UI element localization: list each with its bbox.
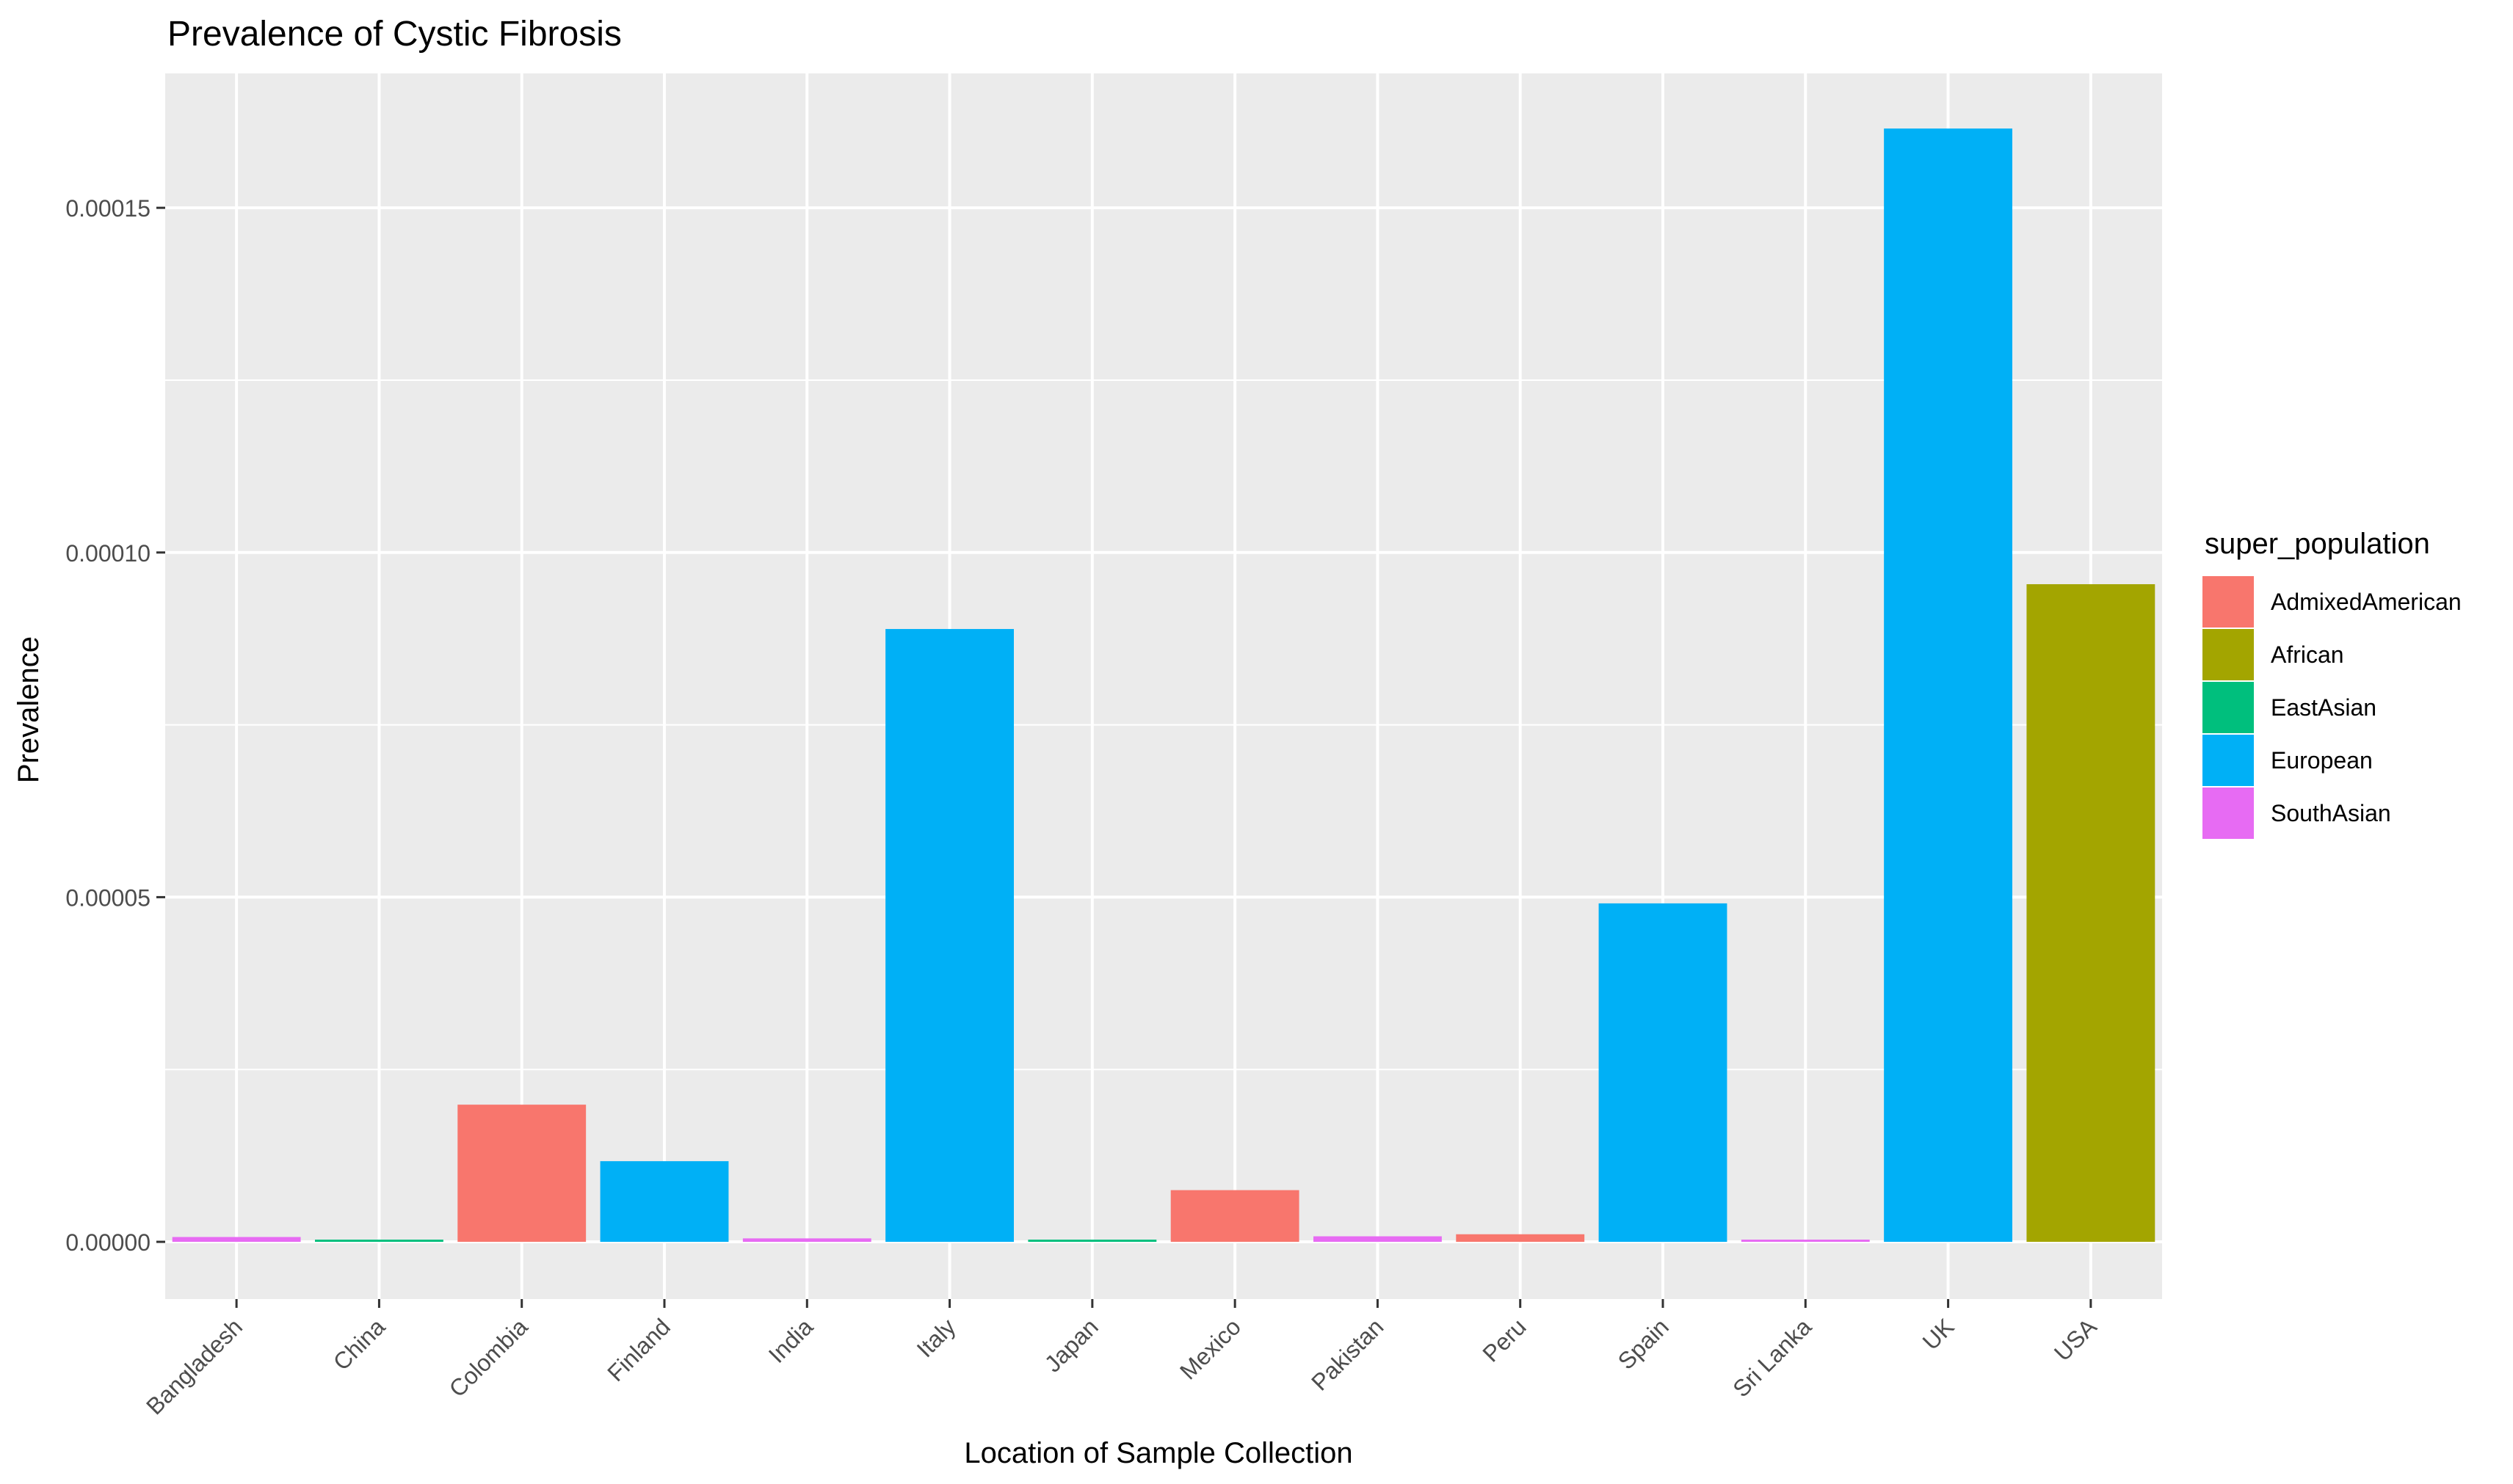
legend-key [2202,629,2254,680]
bar-colombia [457,1105,587,1243]
bar-japan [1028,1240,1157,1243]
y-tick-label: 0.00005 [65,884,151,911]
bar-italy [885,629,1014,1243]
x-tick-label: USA [2049,1313,2102,1366]
legend-key [2202,788,2254,839]
legend-key [2202,735,2254,786]
x-tick-label: Japan [1040,1313,1103,1377]
bar-india [742,1238,871,1243]
bar-china [315,1240,443,1243]
bar-bangladesh [172,1237,301,1243]
legend-label: SouthAsian [2271,800,2391,826]
x-tick-label: Colombia [444,1313,533,1402]
x-tick-label: Finland [602,1313,675,1386]
legend: super_population AdmixedAmerican African Ea… [2202,528,2462,839]
x-tick-label: Bangladesh [141,1313,247,1419]
y-tick-label: 0.00000 [65,1229,151,1256]
legend-label: AdmixedAmerican [2271,589,2462,615]
bars [172,128,2155,1243]
legend-label: European [2271,747,2373,774]
x-tick-label: UK [1918,1313,1959,1355]
bar-mexico [1170,1190,1299,1243]
legend-label: EastAsian [2271,694,2376,721]
x-tick-label: Mexico [1175,1313,1246,1384]
x-tick-label: China [328,1313,391,1375]
bar-usa [2026,583,2155,1243]
bar-sri-lanka [1741,1240,1870,1243]
y-tick-label: 0.00010 [65,540,151,567]
legend-key [2202,576,2254,628]
legend-key [2202,682,2254,733]
x-axis: Bangladesh China Colombia Finland India Italy… [141,1299,2102,1419]
y-axis: 0.00000 0.00005 0.00010 0.00015 [65,195,165,1256]
y-tick-label: 0.00015 [65,195,151,222]
x-tick-label: Italy [912,1313,961,1362]
bar-peru [1456,1234,1585,1243]
bar-spain [1598,903,1727,1243]
legend-label: African [2271,641,2344,668]
bar-finland [600,1161,729,1243]
x-tick-label: India [764,1313,819,1368]
y-axis-title: Prevalence [12,636,45,783]
x-tick-label: Peru [1477,1313,1531,1367]
bar-pakistan [1313,1236,1442,1243]
x-tick-label: Pakistan [1306,1313,1388,1395]
x-tick-label: Spain [1613,1313,1674,1374]
panel-background [165,73,2162,1299]
x-axis-title: Location of Sample Collection [964,1437,1352,1469]
plot-panel [165,73,2162,1299]
x-tick-label: Sri Lanka [1727,1313,1816,1402]
bar-uk [1884,128,2012,1243]
chart-title: Prevalence of Cystic Fibrosis [167,15,622,54]
legend-title: super_population [2205,528,2430,560]
